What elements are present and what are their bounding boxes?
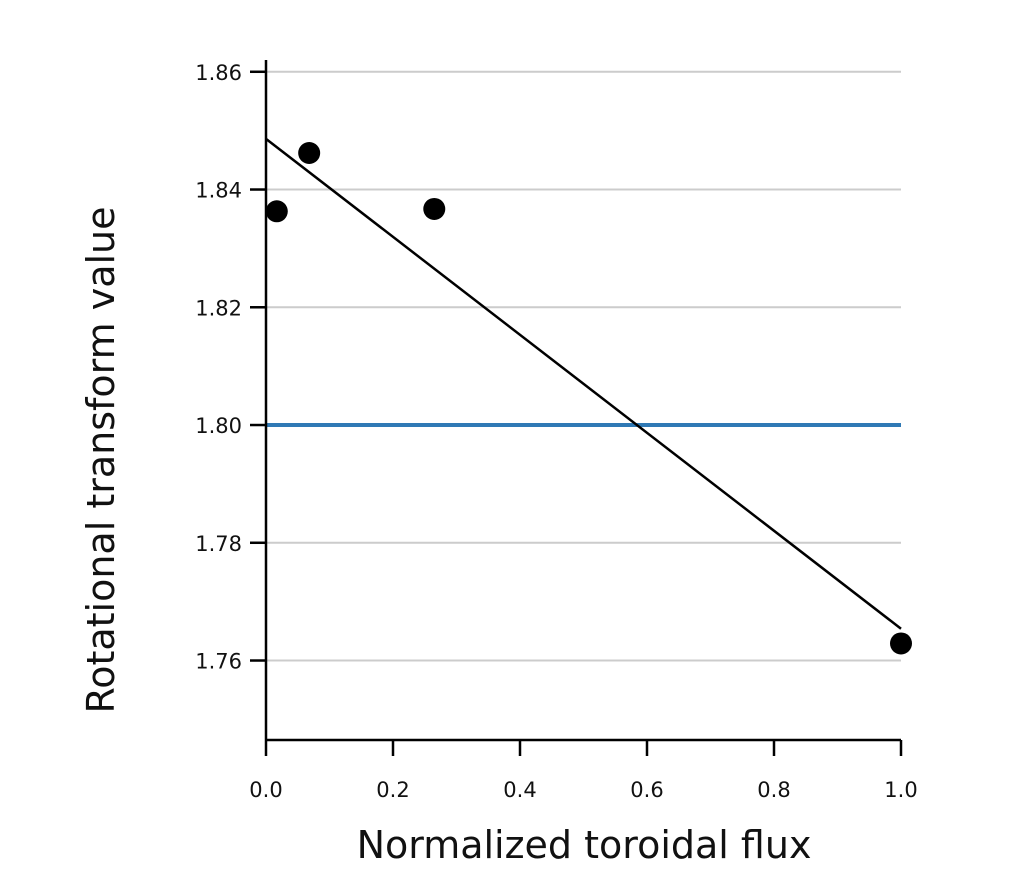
- y-axis-title: Rotational transform value: [79, 206, 123, 713]
- fit-line-group: [265, 137, 902, 630]
- x-tick-label: 0.4: [503, 778, 536, 802]
- fit-line: [265, 137, 902, 630]
- x-tick-label: 0.2: [376, 778, 409, 802]
- x-tick-label: 0.0: [249, 778, 282, 802]
- data-points: [265, 142, 912, 655]
- data-point: [423, 197, 446, 220]
- data-point: [298, 142, 321, 165]
- y-tick-label: 1.78: [195, 532, 242, 556]
- x-tick-label: 0.6: [630, 778, 663, 802]
- y-tick-label: 1.80: [195, 414, 242, 438]
- grid-lines: [266, 70, 901, 662]
- tick-labels: 1.76 1.78 1.80 1.82 1.84 1.86 0.0 0.2 0.4 0.6 0.8 1…: [195, 61, 917, 802]
- x-tick-label: 1.0: [884, 778, 917, 802]
- y-tick-label: 1.82: [195, 296, 242, 320]
- y-tick-label: 1.86: [195, 61, 242, 85]
- y-tick-label: 1.84: [195, 179, 242, 203]
- x-tick-label: 0.8: [757, 778, 790, 802]
- axes: [250, 60, 903, 756]
- data-point: [265, 200, 288, 223]
- y-tick-label: 1.76: [195, 650, 242, 674]
- x-axis-title: Normalized toroidal flux: [357, 823, 812, 867]
- data-point: [890, 632, 912, 655]
